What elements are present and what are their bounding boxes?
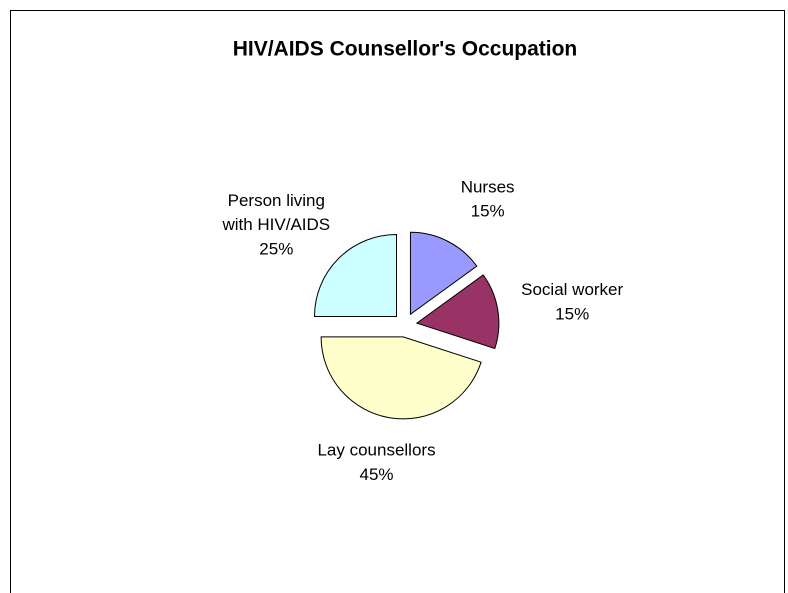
slice-label: Person living with HIV/AIDS: [221, 191, 330, 234]
slice-label: Lay counsellors: [317, 441, 435, 460]
pie-slice: [409, 231, 478, 316]
slice-value-label: 45%: [360, 465, 394, 484]
chart-frame: [10, 10, 785, 593]
slice-value-label: 15%: [471, 202, 505, 221]
chart-title: HIV/AIDS Counsellor's Occupation: [233, 38, 578, 61]
slice-value-label: 25%: [259, 239, 293, 258]
slice-value-label: 15%: [555, 305, 589, 324]
slice-label: Social worker: [521, 281, 623, 300]
pie-slice: [314, 234, 398, 318]
pie-slice: [320, 336, 482, 420]
slice-label: Nurses: [461, 178, 515, 197]
pie-slice: [415, 274, 500, 350]
